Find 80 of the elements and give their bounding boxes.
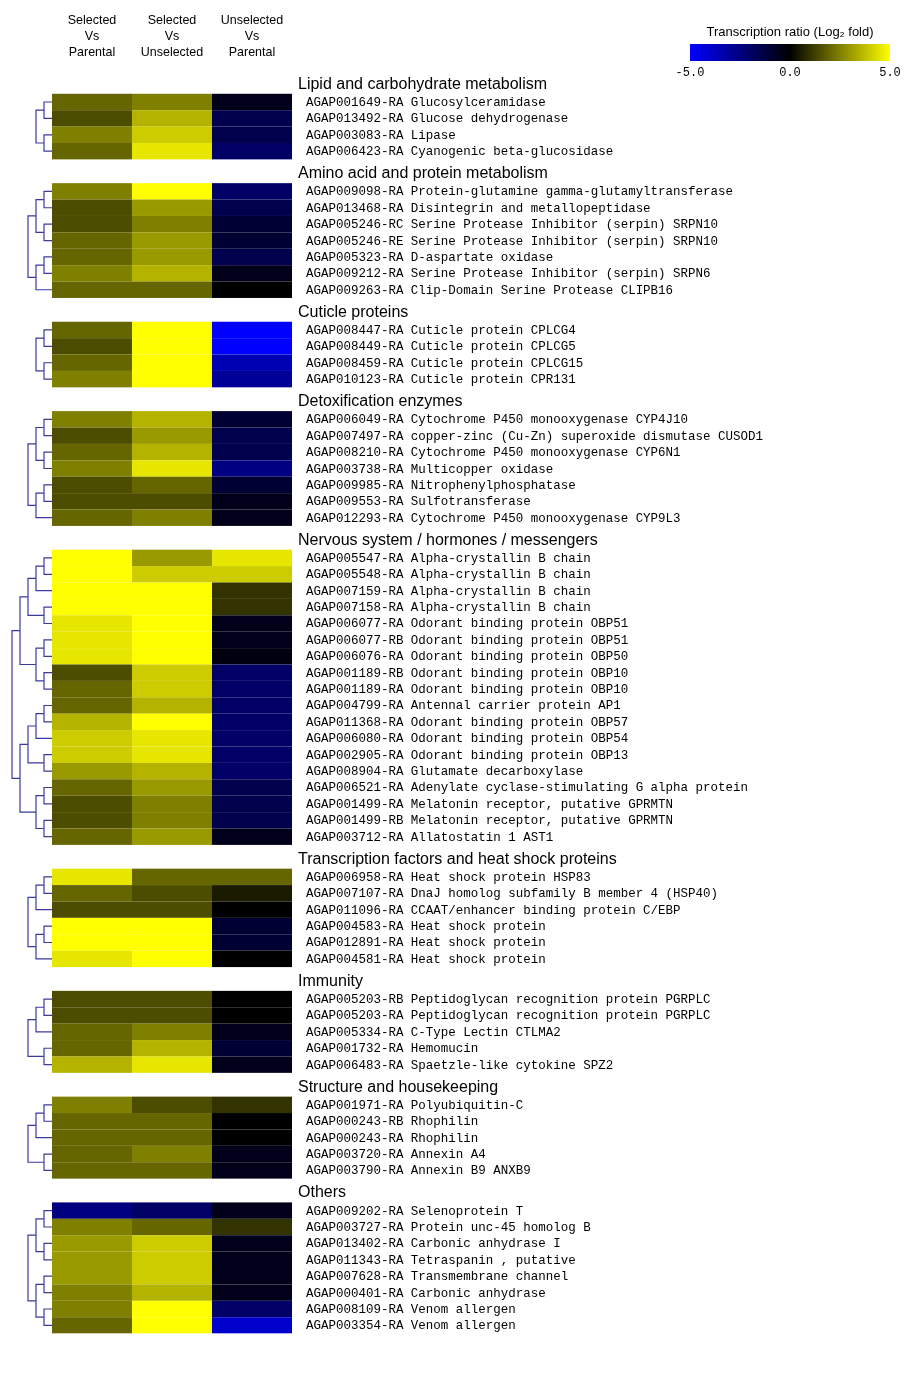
- y-tick-label: AGAP011368-RA Odorant binding protein OBP57: [306, 715, 629, 730]
- y-tick-label: AGAP013402-RA Carbonic anhydrase I: [306, 1237, 561, 1252]
- y-tick-label: AGAP006483-RA Spaetzle-like cytokine SPZ2: [306, 1058, 614, 1073]
- y-tick-label: AGAP011096-RA CCAAT/enhancer binding protein C/EBP: [306, 903, 681, 918]
- y-tick-label: AGAP004583-RA Heat shock protein: [306, 920, 546, 935]
- y-tick-label: AGAP000243-RB Rhophilin: [306, 1115, 479, 1130]
- y-tick-label: AGAP006080-RA Odorant binding protein OBP54: [306, 732, 629, 747]
- color-bar-label: 0.0: [779, 66, 801, 80]
- y-tick-label: AGAP003720-RA Annexin A4: [306, 1148, 486, 1163]
- y-tick-label: AGAP001189-RB Odorant binding protein OBP10: [306, 666, 629, 681]
- y-tick-label: AGAP009098-RA Protein-glutamine gamma-glutamyltransferase: [306, 185, 734, 200]
- y-tick-label: AGAP005246-RC Serine Protease Inhibitor (serpin) SRPN10: [306, 218, 719, 233]
- text: Immunity: [298, 970, 363, 991]
- y-tick-label: AGAP006076-RA Odorant binding protein OBP50: [306, 650, 629, 665]
- y-tick-label: AGAP006049-RA Cytochrome P450 monooxygenase CYP4J10: [306, 413, 689, 428]
- text: Transcription factors and heat shock proteins: [298, 848, 617, 869]
- y-tick-label: AGAP003727-RA Protein unc-45 homolog B: [306, 1221, 592, 1236]
- y-tick-label: AGAP009553-RA Sulfotransferase: [306, 495, 531, 510]
- y-tick-label: AGAP003738-RA Multicopper oxidase: [306, 462, 554, 477]
- text: Others: [298, 1182, 347, 1203]
- y-tick-label: AGAP010123-RA Cuticle protein CPR131: [306, 373, 576, 388]
- y-tick-label: AGAP003790-RA Annexin B9 ANXB9: [306, 1164, 531, 1179]
- y-tick-label: AGAP006521-RA Adenylate cyclase-stimulating G alpha protein: [306, 781, 749, 796]
- y-tick-label: AGAP001732-RA Hemomucin: [306, 1042, 479, 1057]
- y-tick-label: AGAP006958-RA Heat shock protein HSP83: [306, 870, 591, 885]
- y-tick-label: AGAP013492-RA Glucose dehydrogenase: [306, 112, 569, 127]
- y-tick-label: AGAP005334-RA C-Type Lectin CTLMA2: [306, 1025, 561, 1040]
- x-tick-label: Unselected Vs Parental: [220, 13, 284, 59]
- y-tick-label: AGAP008447-RA Cuticle protein CPLCG4: [306, 323, 576, 338]
- color-bar-title: Transcription ratio (Log₂ fold): [706, 24, 874, 39]
- color-bar-label: 5.0: [879, 66, 901, 80]
- y-tick-label: AGAP001649-RA Glucosylceramidase: [306, 95, 546, 110]
- y-tick-label: AGAP008449-RA Cuticle protein CPLCG5: [306, 340, 576, 355]
- y-tick-label: AGAP009202-RA Selenoprotein T: [306, 1204, 524, 1219]
- y-tick-label: AGAP005547-RA Alpha-crystallin B chain: [306, 551, 591, 566]
- y-tick-label: AGAP005548-RA Alpha-crystallin B chain: [306, 568, 591, 583]
- y-tick-label: AGAP003083-RA Lipase: [306, 128, 456, 143]
- y-tick-label: AGAP001499-RA Melatonin receptor, putative GPRMTN: [306, 797, 674, 812]
- color-bar-label: -5.0: [675, 66, 705, 80]
- y-tick-label: AGAP000401-RA Carbonic anhydrase: [306, 1286, 546, 1301]
- y-tick-label: AGAP003354-RA Venom allergen: [306, 1319, 516, 1334]
- y-tick-label: AGAP007628-RA Transmembrane channel: [306, 1270, 569, 1285]
- x-tick-label: Selected Vs Unselected: [140, 13, 204, 59]
- y-tick-label: AGAP003712-RA Allatostatin 1 AST1: [306, 830, 554, 845]
- y-tick-label: AGAP008109-RA Venom allergen: [306, 1303, 516, 1318]
- y-tick-label: AGAP005246-RE Serine Protease Inhibitor (serpin) SRPN10: [306, 234, 719, 249]
- y-tick-label: AGAP012891-RA Heat shock protein: [306, 936, 546, 951]
- y-tick-label: AGAP009985-RA Nitrophenylphosphatase: [306, 478, 576, 493]
- y-tick-label: AGAP007158-RA Alpha-crystallin B chain: [306, 601, 591, 616]
- y-tick-label: AGAP011343-RA Tetraspanin , putative: [306, 1253, 576, 1268]
- text: Cuticle proteins: [298, 301, 409, 322]
- x-tick-label: Selected Vs Parental: [67, 13, 117, 59]
- y-tick-label: AGAP009263-RA Clip-Domain Serine Protease CLIPB16: [306, 283, 674, 298]
- y-tick-label: AGAP012293-RA Cytochrome P450 monooxygenase CYP9L3: [306, 511, 681, 526]
- y-tick-label: AGAP005323-RA D-aspartate oxidase: [306, 250, 554, 265]
- y-tick-label: AGAP008459-RA Cuticle protein CPLCG15: [306, 356, 584, 371]
- text: Lipid and carbohydrate metabolism: [298, 73, 548, 94]
- text: Amino acid and protein metabolism: [298, 163, 548, 184]
- y-tick-label: AGAP007497-RA copper-zinc (Cu-Zn) superoxide dismutase CUSOD1: [306, 429, 764, 444]
- y-tick-label: AGAP013468-RA Disintegrin and metallopeptidase: [306, 201, 651, 216]
- y-tick-label: AGAP001189-RA Odorant binding protein OBP10: [306, 683, 629, 698]
- y-tick-label: AGAP007107-RA DnaJ homolog subfamily B member 4 (HSP40): [306, 887, 719, 902]
- y-tick-label: AGAP006077-RB Odorant binding protein OBP51: [306, 633, 629, 648]
- text: Nervous system / hormones / messengers: [298, 529, 598, 550]
- y-tick-label: AGAP008904-RA Glutamate decarboxylase: [306, 765, 584, 780]
- text: Structure and housekeeping: [298, 1076, 499, 1097]
- y-tick-label: AGAP000243-RA Rhophilin: [306, 1131, 479, 1146]
- y-tick-label: AGAP005203-RA Peptidoglycan recognition protein PGRPLC: [306, 1009, 711, 1024]
- y-tick-label: AGAP001499-RB Melatonin receptor, putative GPRMTN: [306, 814, 674, 829]
- y-tick-label: AGAP001971-RA Polyubiquitin-C: [306, 1098, 524, 1113]
- y-tick-label: AGAP004581-RA Heat shock protein: [306, 952, 546, 967]
- y-tick-label: AGAP009212-RA Serine Protease Inhibitor (serpin) SRPN6: [306, 267, 711, 282]
- text: Detoxification enzymes: [298, 391, 463, 412]
- y-tick-label: AGAP002905-RA Odorant binding protein OBP13: [306, 748, 629, 763]
- y-tick-label: AGAP006423-RA Cyanogenic beta-glucosidase: [306, 145, 614, 160]
- y-tick-label: AGAP007159-RA Alpha-crystallin B chain: [306, 584, 591, 599]
- y-tick-label: AGAP005203-RB Peptidoglycan recognition protein PGRPLC: [306, 993, 711, 1008]
- y-tick-label: AGAP008210-RA Cytochrome P450 monooxygenase CYP6N1: [306, 446, 681, 461]
- y-tick-label: AGAP004799-RA Antennal carrier protein AP1: [306, 699, 621, 714]
- y-tick-label: AGAP006077-RA Odorant binding protein OBP51: [306, 617, 629, 632]
